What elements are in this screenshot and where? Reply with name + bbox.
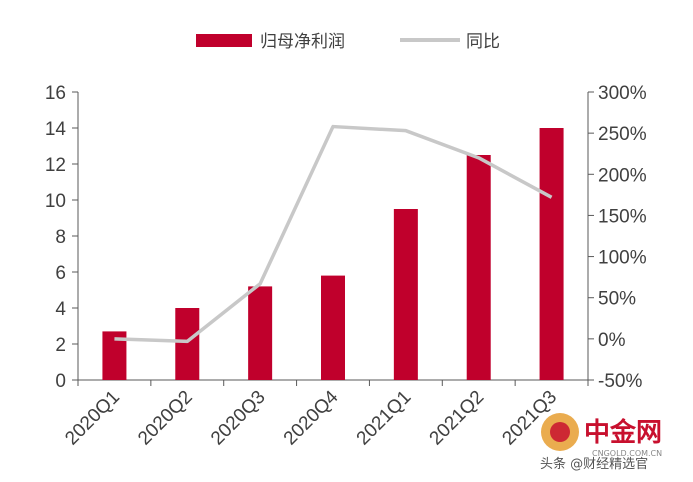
- bars: [102, 128, 564, 380]
- x-tick-label: 2020Q2: [134, 387, 197, 450]
- legend-line-label: 同比: [466, 32, 500, 52]
- legend: 归母净利润 同比: [196, 32, 500, 52]
- x-tick-label: 2020Q4: [280, 386, 343, 449]
- left-tick-label: 8: [55, 227, 66, 248]
- right-tick-label: 300%: [598, 83, 647, 104]
- left-tick-label: 14: [45, 119, 67, 140]
- left-tick-label: 2: [55, 335, 66, 356]
- right-tick-label: 150%: [598, 206, 647, 227]
- bar: [539, 128, 564, 380]
- watermark: 中金网 CNGOLD.COM.CN 头条 @财经精选官: [540, 413, 662, 472]
- x-tick-label: 2021Q1: [353, 387, 416, 450]
- bar: [175, 308, 200, 380]
- legend-bar-swatch: [196, 34, 252, 47]
- watermark-url: CNGOLD.COM.CN: [592, 449, 662, 458]
- left-tick-label: 6: [55, 263, 66, 284]
- right-tick-label: -50%: [598, 371, 642, 392]
- right-tick-label: 100%: [598, 248, 647, 269]
- left-tick-label: 16: [45, 83, 66, 104]
- bar: [466, 155, 491, 380]
- axes: 0 2 4 6 8 10 12 14 16 -50% 0% 50% 100% 150% 200% 250% 30…: [45, 83, 647, 392]
- watermark-logo-inner-icon: [550, 422, 570, 442]
- right-tick-label: 50%: [598, 289, 636, 310]
- watermark-caption: 头条 @财经精选官: [540, 456, 648, 472]
- bar: [393, 209, 418, 380]
- x-tick-label: 2020Q3: [207, 387, 270, 450]
- right-tick-label: 250%: [598, 124, 647, 145]
- right-tick-label: 200%: [598, 165, 647, 186]
- left-tick-label: 10: [45, 191, 66, 212]
- x-tick-label: 2020Q1: [61, 387, 124, 450]
- yoy-line: [114, 124, 553, 344]
- legend-bar-label: 归母净利润: [260, 32, 345, 52]
- left-tick-label: 12: [45, 155, 66, 176]
- left-tick-label: 0: [55, 371, 66, 392]
- right-tick-label: 0%: [598, 330, 626, 351]
- bar: [321, 275, 345, 380]
- x-tick-label: 2021Q2: [426, 387, 489, 450]
- yoy-line-path: [114, 124, 553, 344]
- bar: [248, 286, 273, 380]
- x-tick-labels: 2020Q1 2020Q2 2020Q3 2020Q4 2021Q1 2021Q2 2021…: [61, 386, 561, 449]
- left-tick-label: 4: [55, 299, 66, 320]
- watermark-logo-text: 中金网: [584, 417, 662, 448]
